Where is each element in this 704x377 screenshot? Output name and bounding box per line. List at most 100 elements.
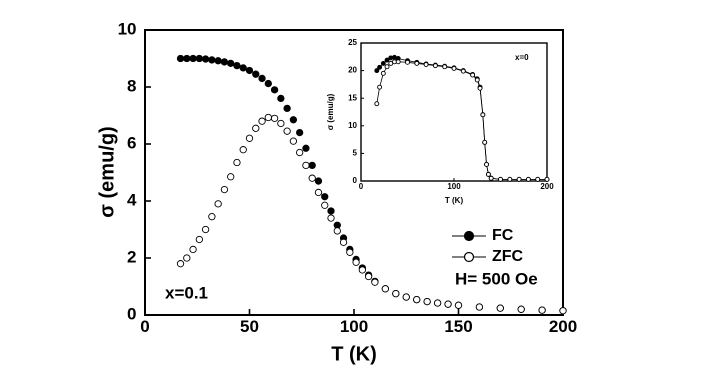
data-point xyxy=(189,54,197,63)
y-tick-label: 20 xyxy=(348,66,357,75)
y-tick-label: 6 xyxy=(127,133,136,152)
data-point xyxy=(227,59,235,67)
data-point xyxy=(475,303,484,311)
data-point xyxy=(442,64,448,70)
data-point xyxy=(480,112,486,118)
data-point xyxy=(352,258,360,266)
legend-label: FC xyxy=(492,227,514,244)
data-point xyxy=(277,94,285,103)
data-point xyxy=(195,54,203,63)
data-point xyxy=(392,289,400,298)
data-point xyxy=(371,278,379,286)
data-point xyxy=(321,201,329,209)
x-tick-label: 150 xyxy=(444,317,472,336)
data-point xyxy=(283,104,291,113)
annotation: x=0.1 xyxy=(165,283,208,302)
data-point xyxy=(454,301,463,309)
data-point xyxy=(314,177,323,185)
data-point xyxy=(233,61,241,70)
annotation: x=0 xyxy=(515,53,529,62)
data-point xyxy=(474,77,480,83)
x-tick-label: 0 xyxy=(140,317,149,336)
data-point xyxy=(327,207,335,215)
data-point xyxy=(414,60,420,66)
y-axis-label: σ (emu/g) xyxy=(96,126,118,217)
y-tick-label: 8 xyxy=(127,76,136,95)
x-tick-label: 200 xyxy=(549,317,577,336)
y-axis-label: σ (emu/g) xyxy=(326,93,335,130)
data-point xyxy=(327,214,335,222)
data-point xyxy=(358,266,367,274)
y-tick-label: 25 xyxy=(348,38,357,47)
data-point xyxy=(395,59,401,65)
data-point xyxy=(176,260,185,268)
y-tick-label: 10 xyxy=(348,121,357,130)
data-point xyxy=(189,245,197,254)
data-point xyxy=(496,304,504,312)
data-point xyxy=(477,85,483,91)
data-point xyxy=(423,62,429,67)
y-tick-label: 5 xyxy=(353,149,358,158)
data-point xyxy=(559,307,567,315)
data-point xyxy=(321,193,329,201)
data-point xyxy=(460,68,466,74)
data-point xyxy=(201,55,210,63)
data-point xyxy=(264,113,272,122)
legend-label: ZFC xyxy=(492,248,524,265)
data-point xyxy=(195,235,203,244)
data-point xyxy=(264,79,272,88)
data-point xyxy=(270,114,279,123)
data-point xyxy=(380,60,386,66)
annotation: H= 500 Oe xyxy=(455,269,538,288)
data-point xyxy=(208,56,216,64)
legend-marker xyxy=(463,230,475,242)
data-point xyxy=(339,238,348,246)
data-point xyxy=(432,63,438,69)
data-point xyxy=(308,161,316,170)
y-tick-label: 10 xyxy=(118,19,137,38)
data-point xyxy=(277,119,285,128)
data-point xyxy=(220,185,229,194)
data-point xyxy=(516,176,522,182)
data-point xyxy=(488,175,494,181)
data-point xyxy=(484,161,489,167)
data-point xyxy=(270,86,279,94)
x-axis-label: T (K) xyxy=(331,343,377,365)
x-tick-label: 100 xyxy=(340,317,368,336)
data-point xyxy=(227,173,235,181)
data-point xyxy=(258,117,266,125)
data-point xyxy=(405,59,410,65)
data-point xyxy=(252,124,260,132)
data-point xyxy=(451,65,457,71)
data-point xyxy=(364,272,373,281)
data-point xyxy=(289,116,298,124)
data-point xyxy=(346,248,354,256)
data-point xyxy=(252,70,260,78)
data-point xyxy=(214,57,222,65)
data-point xyxy=(374,68,380,74)
x-tick-label: 100 xyxy=(447,182,461,191)
data-point xyxy=(525,176,531,182)
x-axis-label: T (K) xyxy=(445,196,464,205)
data-point xyxy=(302,161,310,170)
data-point xyxy=(482,139,488,145)
data-point xyxy=(245,66,254,75)
data-point xyxy=(233,158,241,167)
series-line xyxy=(376,61,547,180)
data-point xyxy=(538,306,546,314)
data-point xyxy=(374,101,380,107)
series-line xyxy=(376,56,547,180)
data-point xyxy=(258,74,266,83)
data-point xyxy=(183,54,191,63)
data-point xyxy=(402,293,410,301)
y-tick-label: 2 xyxy=(127,247,136,266)
data-point xyxy=(183,254,191,262)
data-point xyxy=(308,174,316,182)
data-point xyxy=(296,148,304,157)
data-point xyxy=(377,64,383,70)
data-point xyxy=(507,176,513,182)
y-tick-label: 0 xyxy=(353,176,358,185)
y-tick-label: 15 xyxy=(348,93,357,102)
data-point xyxy=(380,70,386,76)
